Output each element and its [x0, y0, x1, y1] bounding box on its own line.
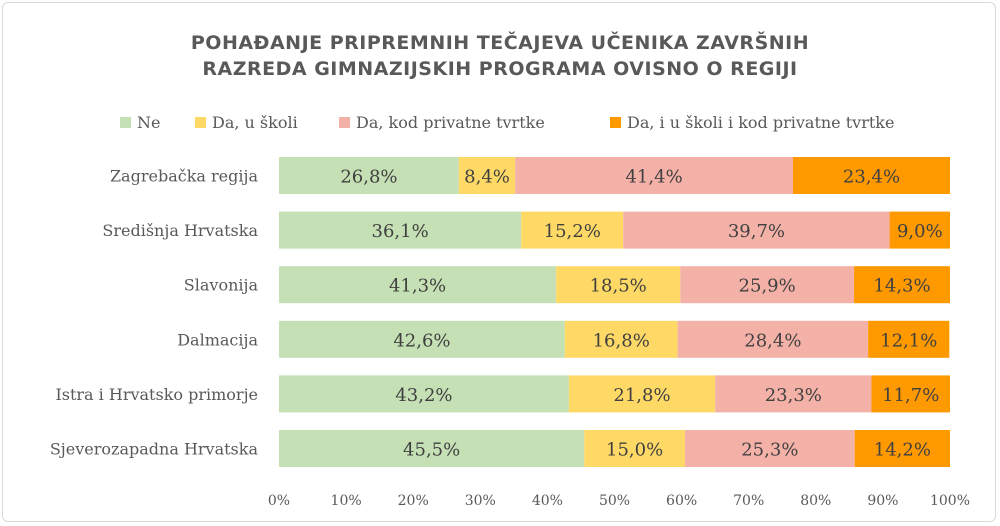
bar-segment [568, 375, 716, 413]
chart-title-line-2: RAZREDA GIMNAZIJSKIH PROGRAMA OVISNO O R… [202, 58, 798, 80]
bar-segment [279, 211, 522, 249]
legend-item: Da, u školi [195, 110, 298, 134]
x-tick-label: 10% [331, 493, 362, 509]
data-label: 18,5% [590, 276, 647, 297]
bar-segment [854, 266, 950, 304]
bar-segment [715, 375, 872, 413]
bar-segment [680, 266, 855, 304]
category-label: Istra i Hrvatsko primorje [55, 385, 258, 404]
bar-segment [564, 320, 678, 358]
data-label: 15,2% [544, 221, 601, 242]
data-label: 36,1% [372, 221, 429, 242]
category-label: Središnja Hrvatska [102, 221, 258, 240]
bar-segment [868, 320, 950, 358]
data-label: 11,7% [882, 385, 939, 406]
category-label: Zagrebačka regija [110, 167, 259, 186]
data-label: 14,3% [873, 276, 930, 297]
bar-segment [279, 320, 565, 358]
bar-segment [556, 266, 681, 304]
chart-title: POHAĐANJE PRIPREMNIH TEČAJEVA UČENIKA ZA… [0, 30, 1000, 82]
legend-label: Da, kod privatne tvrtke [356, 112, 545, 132]
legend-item: Da, i u školi i kod privatne tvrtke [610, 110, 894, 134]
data-label: 39,7% [728, 221, 785, 242]
data-label: 41,4% [625, 167, 682, 188]
legend-swatch [610, 116, 621, 128]
bar-segment [792, 157, 950, 194]
data-label: 41,3% [389, 276, 446, 297]
bar-segment [515, 157, 793, 194]
data-label: 45,5% [403, 440, 460, 461]
legend-label: Ne [137, 112, 161, 132]
x-tick-label: 80% [800, 493, 831, 509]
x-tick-label: 70% [733, 493, 764, 509]
data-label: 26,8% [340, 167, 397, 188]
x-tick-label: 50% [599, 493, 630, 509]
bar-segment [279, 375, 569, 413]
x-tick-label: 0% [268, 493, 290, 509]
bar-segment [889, 211, 950, 249]
data-label: 14,2% [874, 440, 931, 461]
data-label: 23,4% [843, 167, 900, 188]
legend-item: Da, kod privatne tvrtke [339, 110, 545, 134]
bar-segment [684, 430, 855, 467]
x-tick-label: 100% [930, 493, 970, 509]
data-label: 12,1% [880, 330, 937, 351]
legend-label: Da, i u školi i kod privatne tvrtke [627, 112, 895, 132]
legend-label: Da, u školi [212, 112, 298, 132]
x-tick-label: 90% [867, 493, 898, 509]
bar-segment [521, 211, 624, 249]
data-label: 16,8% [593, 330, 650, 351]
bar-segment [279, 157, 459, 194]
data-label: 9,0% [897, 221, 943, 242]
bar-segment [279, 430, 585, 467]
chart-legend: Ne Da, u školi Da, kod privatne tvrtke Da, … [0, 110, 1000, 134]
x-tick-label: 40% [532, 493, 563, 509]
legend-swatch [339, 116, 350, 128]
data-label: 25,3% [741, 440, 798, 461]
bar-segment [279, 266, 557, 304]
category-label: Dalmacija [177, 330, 258, 349]
bar-segment [871, 375, 950, 413]
data-label: 15,0% [606, 440, 663, 461]
bar-segment [458, 157, 516, 194]
bar-segment [854, 430, 950, 467]
legend-swatch [120, 116, 131, 128]
legend-item: Ne [120, 110, 160, 134]
bar-segment [623, 211, 890, 249]
data-label: 21,8% [613, 385, 670, 406]
bar-segment [584, 430, 685, 467]
chart-title-line-1: POHAĐANJE PRIPREMNIH TEČAJEVA UČENIKA ZA… [190, 32, 810, 54]
data-label: 42,6% [393, 330, 450, 351]
category-label: Slavonija [184, 276, 259, 295]
x-tick-label: 20% [398, 493, 429, 509]
data-label: 28,4% [744, 330, 801, 351]
data-label: 8,4% [464, 167, 510, 188]
data-label: 25,9% [739, 276, 796, 297]
data-label: 43,2% [395, 385, 452, 406]
x-tick-label: 30% [465, 493, 496, 509]
data-label: 23,3% [765, 385, 822, 406]
category-label: Sjeverozapadna Hrvatska [50, 440, 259, 459]
bar-segment [677, 320, 869, 358]
x-tick-label: 60% [666, 493, 697, 509]
legend-swatch [195, 116, 206, 128]
